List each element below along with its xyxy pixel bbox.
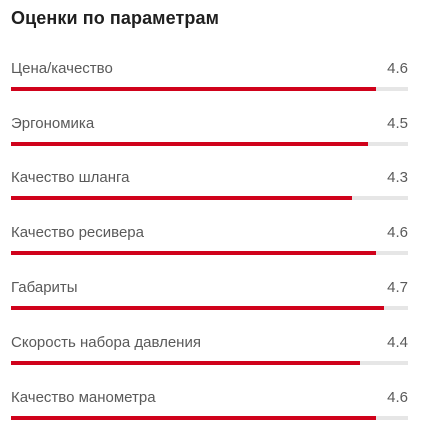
rating-fill (11, 306, 385, 310)
rating-fill (11, 251, 377, 255)
rating-label: Качество манометра (11, 389, 156, 406)
rating-track (11, 416, 408, 420)
rating-row-dimensions: Габариты 4.7 (11, 279, 408, 319)
rating-value: 4.5 (387, 115, 408, 132)
rating-fill (11, 87, 377, 91)
rating-track (11, 361, 408, 365)
rating-track (11, 87, 408, 91)
rating-track (11, 251, 408, 255)
rating-fill (11, 196, 353, 200)
rating-value: 4.4 (387, 334, 408, 351)
rating-row-price-quality: Цена/качество 4.6 (11, 60, 408, 100)
rating-row-ergonomics: Эргономика 4.5 (11, 115, 408, 155)
rating-label: Цена/качество (11, 60, 113, 77)
rating-label: Габариты (11, 279, 78, 296)
rating-track (11, 196, 408, 200)
rating-value: 4.6 (387, 224, 408, 241)
rating-label: Качество шланга (11, 169, 130, 186)
rating-track (11, 306, 408, 310)
rating-value: 4.3 (387, 169, 408, 186)
section-title: Оценки по параметрам (11, 8, 220, 28)
rating-row-hose-quality: Качество шланга 4.3 (11, 169, 408, 209)
rating-label: Эргономика (11, 115, 95, 132)
rating-fill (11, 142, 369, 146)
rating-track (11, 142, 408, 146)
rating-row-receiver-quality: Качество ресивера 4.6 (11, 224, 408, 264)
rating-value: 4.7 (387, 279, 408, 296)
rating-label: Скорость набора давления (11, 334, 201, 351)
rating-row-gauge-quality: Качество манометра 4.6 (11, 389, 408, 429)
rating-label: Качество ресивера (11, 224, 144, 241)
rating-fill (11, 416, 377, 420)
rating-value: 4.6 (387, 389, 408, 406)
rating-row-pressure-speed: Скорость набора давления 4.4 (11, 334, 408, 374)
rating-value: 4.6 (387, 60, 408, 77)
rating-fill (11, 361, 361, 365)
